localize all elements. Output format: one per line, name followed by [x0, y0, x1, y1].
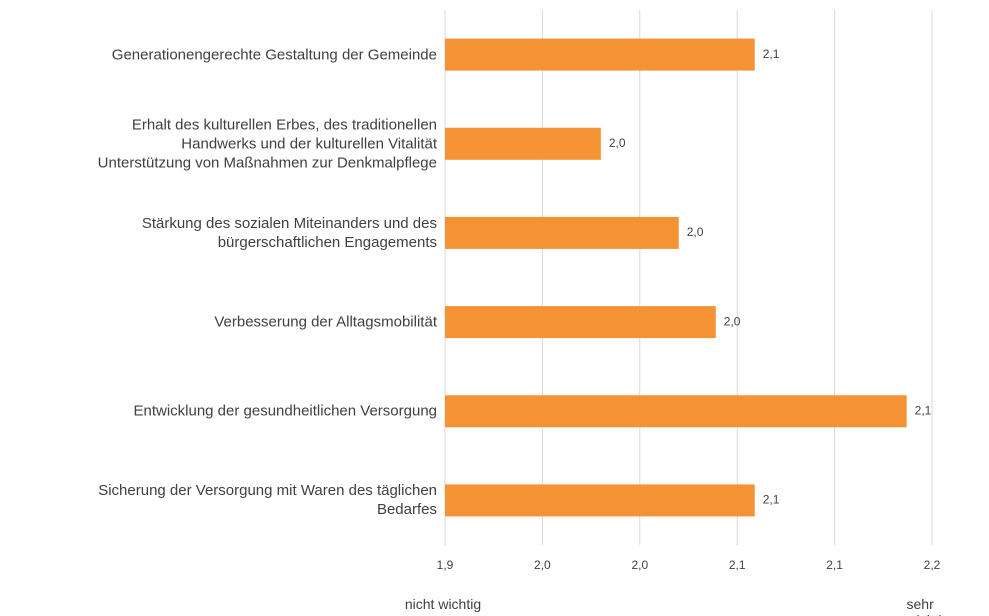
value-label: 2,1 [763, 47, 780, 61]
bar [445, 395, 907, 428]
value-label: 2,1 [763, 493, 780, 507]
category-label: Sicherung der Versorgung mit Waren des t… [98, 482, 437, 519]
value-label: 2,0 [609, 136, 626, 150]
category-label: Entwicklung der gesundheitlichen Versorg… [133, 402, 437, 420]
x-tick-label: 2,1 [729, 558, 746, 572]
bar [445, 38, 755, 71]
x-tick-label: 2,0 [534, 558, 551, 572]
x-tick-label: 2,2 [924, 558, 941, 572]
x-tick-label: 2,1 [826, 558, 843, 572]
value-label: 2,0 [687, 225, 704, 239]
x-tick-label: 1,9 [437, 558, 454, 572]
bar [445, 216, 679, 249]
bar [445, 306, 716, 339]
axis-min-label: nicht wichtig [404, 596, 482, 612]
bar [445, 484, 755, 517]
category-label: Generationengerechte Gestaltung der Geme… [111, 46, 437, 64]
axis-max-label: sehr wichtig [906, 596, 950, 616]
category-label: Erhalt des kulturellen Erbes, des tradit… [97, 116, 437, 172]
x-tick-label: 2,0 [631, 558, 648, 572]
value-label: 2,0 [724, 314, 741, 328]
category-label: Verbesserung der Alltagsmobilität [214, 313, 437, 331]
category-label: Stärkung des sozialen Miteinanders und d… [141, 214, 437, 251]
value-label: 2,1 [915, 403, 932, 417]
bar [445, 127, 601, 160]
